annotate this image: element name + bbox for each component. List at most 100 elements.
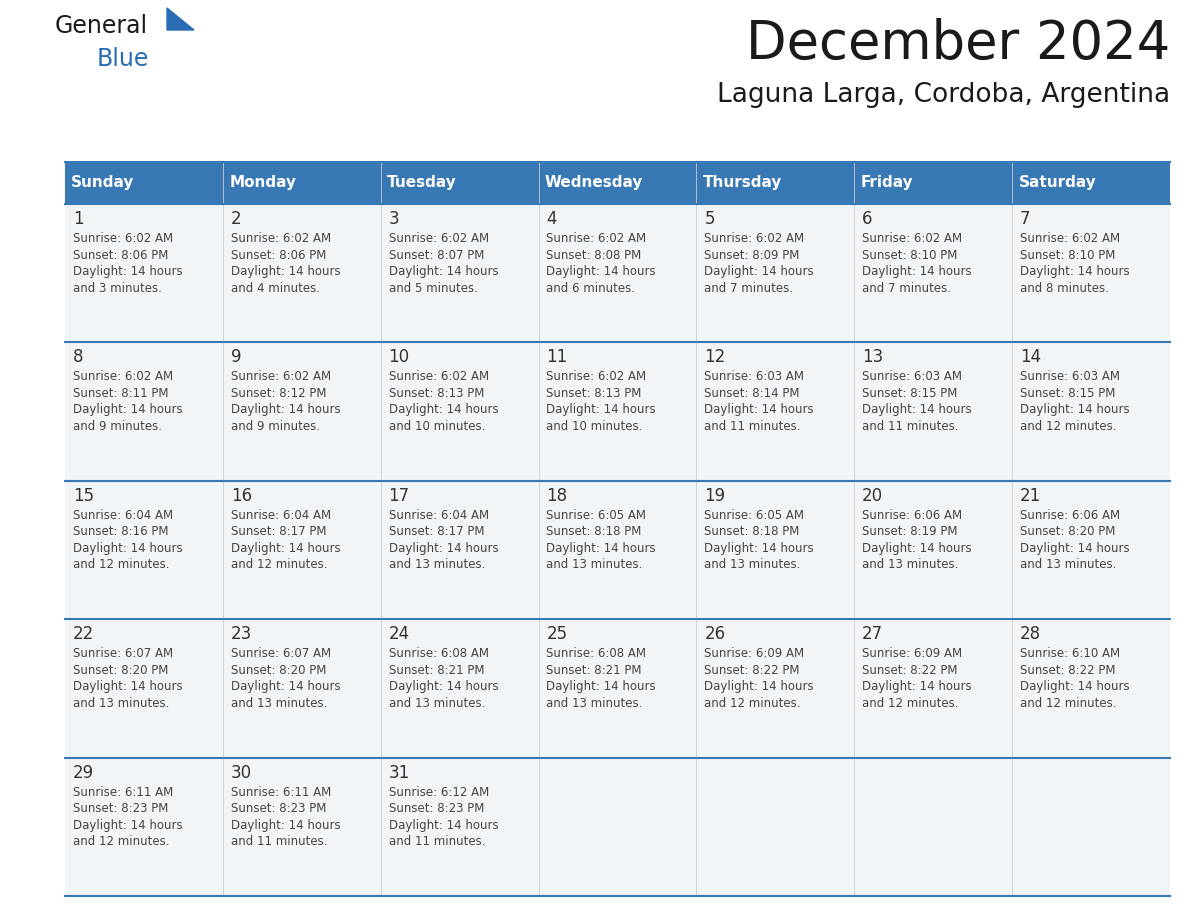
Text: Daylight: 14 hours: Daylight: 14 hours <box>72 403 183 417</box>
Text: and 9 minutes.: and 9 minutes. <box>230 420 320 433</box>
Bar <box>538 757 696 896</box>
Text: and 12 minutes.: and 12 minutes. <box>72 558 170 571</box>
Text: Daylight: 14 hours: Daylight: 14 hours <box>230 542 341 554</box>
Text: and 10 minutes.: and 10 minutes. <box>546 420 643 433</box>
Text: Sunset: 8:06 PM: Sunset: 8:06 PM <box>230 249 327 262</box>
Text: Sunset: 8:07 PM: Sunset: 8:07 PM <box>388 249 484 262</box>
Bar <box>380 342 538 481</box>
Text: Daylight: 14 hours: Daylight: 14 hours <box>230 403 341 417</box>
Bar <box>854 620 1012 757</box>
Bar <box>223 162 380 204</box>
Bar <box>65 757 223 896</box>
Text: 1: 1 <box>72 210 83 228</box>
Text: and 7 minutes.: and 7 minutes. <box>862 282 952 295</box>
Text: Daylight: 14 hours: Daylight: 14 hours <box>388 265 498 278</box>
Text: Daylight: 14 hours: Daylight: 14 hours <box>546 403 656 417</box>
Text: General: General <box>55 14 148 38</box>
Text: Sunset: 8:06 PM: Sunset: 8:06 PM <box>72 249 169 262</box>
Text: Sunrise: 6:07 AM: Sunrise: 6:07 AM <box>230 647 331 660</box>
Bar <box>696 620 854 757</box>
Text: Daylight: 14 hours: Daylight: 14 hours <box>388 542 498 554</box>
Bar <box>223 620 380 757</box>
Text: 9: 9 <box>230 349 241 366</box>
Text: and 12 minutes.: and 12 minutes. <box>1020 420 1117 433</box>
Text: Daylight: 14 hours: Daylight: 14 hours <box>230 819 341 832</box>
Text: Sunset: 8:13 PM: Sunset: 8:13 PM <box>546 386 642 400</box>
Text: Sunrise: 6:02 AM: Sunrise: 6:02 AM <box>388 232 488 245</box>
Text: Daylight: 14 hours: Daylight: 14 hours <box>862 265 972 278</box>
Text: Sunrise: 6:02 AM: Sunrise: 6:02 AM <box>546 232 646 245</box>
Text: Sunset: 8:22 PM: Sunset: 8:22 PM <box>704 664 800 677</box>
Text: 14: 14 <box>1020 349 1041 366</box>
Bar <box>854 342 1012 481</box>
Text: Daylight: 14 hours: Daylight: 14 hours <box>72 265 183 278</box>
Text: and 13 minutes.: and 13 minutes. <box>72 697 169 710</box>
Text: and 9 minutes.: and 9 minutes. <box>72 420 162 433</box>
Text: Sunrise: 6:07 AM: Sunrise: 6:07 AM <box>72 647 173 660</box>
Bar <box>380 481 538 620</box>
Text: Sunset: 8:18 PM: Sunset: 8:18 PM <box>546 525 642 538</box>
Bar <box>223 204 380 342</box>
Text: Sunrise: 6:04 AM: Sunrise: 6:04 AM <box>388 509 488 521</box>
Bar <box>380 757 538 896</box>
Text: Daylight: 14 hours: Daylight: 14 hours <box>862 403 972 417</box>
Text: Daylight: 14 hours: Daylight: 14 hours <box>1020 680 1130 693</box>
Text: and 12 minutes.: and 12 minutes. <box>862 697 959 710</box>
Text: and 12 minutes.: and 12 minutes. <box>704 697 801 710</box>
Text: Daylight: 14 hours: Daylight: 14 hours <box>862 542 972 554</box>
Text: Sunrise: 6:02 AM: Sunrise: 6:02 AM <box>72 232 173 245</box>
Text: Daylight: 14 hours: Daylight: 14 hours <box>230 265 341 278</box>
Text: Sunset: 8:22 PM: Sunset: 8:22 PM <box>1020 664 1116 677</box>
Text: Sunrise: 6:09 AM: Sunrise: 6:09 AM <box>704 647 804 660</box>
Text: Sunrise: 6:02 AM: Sunrise: 6:02 AM <box>230 232 331 245</box>
Bar <box>854 481 1012 620</box>
Text: Sunset: 8:22 PM: Sunset: 8:22 PM <box>862 664 958 677</box>
Text: Sunset: 8:13 PM: Sunset: 8:13 PM <box>388 386 484 400</box>
Text: Sunset: 8:21 PM: Sunset: 8:21 PM <box>546 664 642 677</box>
Text: 23: 23 <box>230 625 252 644</box>
Text: 18: 18 <box>546 487 568 505</box>
Text: 3: 3 <box>388 210 399 228</box>
Bar <box>854 204 1012 342</box>
Bar <box>65 204 223 342</box>
Text: 26: 26 <box>704 625 726 644</box>
Text: and 10 minutes.: and 10 minutes. <box>388 420 485 433</box>
Text: and 7 minutes.: and 7 minutes. <box>704 282 794 295</box>
Bar <box>696 481 854 620</box>
Text: Daylight: 14 hours: Daylight: 14 hours <box>388 819 498 832</box>
Text: and 13 minutes.: and 13 minutes. <box>388 558 485 571</box>
Text: and 12 minutes.: and 12 minutes. <box>72 835 170 848</box>
Text: Daylight: 14 hours: Daylight: 14 hours <box>230 680 341 693</box>
Text: Sunrise: 6:10 AM: Sunrise: 6:10 AM <box>1020 647 1120 660</box>
Text: Sunrise: 6:06 AM: Sunrise: 6:06 AM <box>1020 509 1120 521</box>
Text: 30: 30 <box>230 764 252 781</box>
Text: 6: 6 <box>862 210 873 228</box>
Bar <box>223 342 380 481</box>
Text: Daylight: 14 hours: Daylight: 14 hours <box>72 819 183 832</box>
Text: 29: 29 <box>72 764 94 781</box>
Text: Sunrise: 6:09 AM: Sunrise: 6:09 AM <box>862 647 962 660</box>
Text: and 3 minutes.: and 3 minutes. <box>72 282 162 295</box>
Text: Sunrise: 6:06 AM: Sunrise: 6:06 AM <box>862 509 962 521</box>
Bar <box>538 162 696 204</box>
Text: Daylight: 14 hours: Daylight: 14 hours <box>388 403 498 417</box>
Text: and 13 minutes.: and 13 minutes. <box>388 697 485 710</box>
Text: and 12 minutes.: and 12 minutes. <box>230 558 327 571</box>
Text: and 13 minutes.: and 13 minutes. <box>546 558 643 571</box>
Text: Sunrise: 6:02 AM: Sunrise: 6:02 AM <box>862 232 962 245</box>
Text: 15: 15 <box>72 487 94 505</box>
Bar <box>696 162 854 204</box>
Text: Wednesday: Wednesday <box>545 175 643 191</box>
Text: and 11 minutes.: and 11 minutes. <box>862 420 959 433</box>
Text: Sunset: 8:20 PM: Sunset: 8:20 PM <box>230 664 327 677</box>
Text: Sunrise: 6:11 AM: Sunrise: 6:11 AM <box>72 786 173 799</box>
Bar <box>696 204 854 342</box>
Text: Sunset: 8:15 PM: Sunset: 8:15 PM <box>1020 386 1116 400</box>
Bar <box>1012 342 1170 481</box>
Bar <box>1012 481 1170 620</box>
Text: 7: 7 <box>1020 210 1030 228</box>
Text: 16: 16 <box>230 487 252 505</box>
Bar <box>65 342 223 481</box>
Text: Sunrise: 6:05 AM: Sunrise: 6:05 AM <box>704 509 804 521</box>
Bar <box>380 620 538 757</box>
